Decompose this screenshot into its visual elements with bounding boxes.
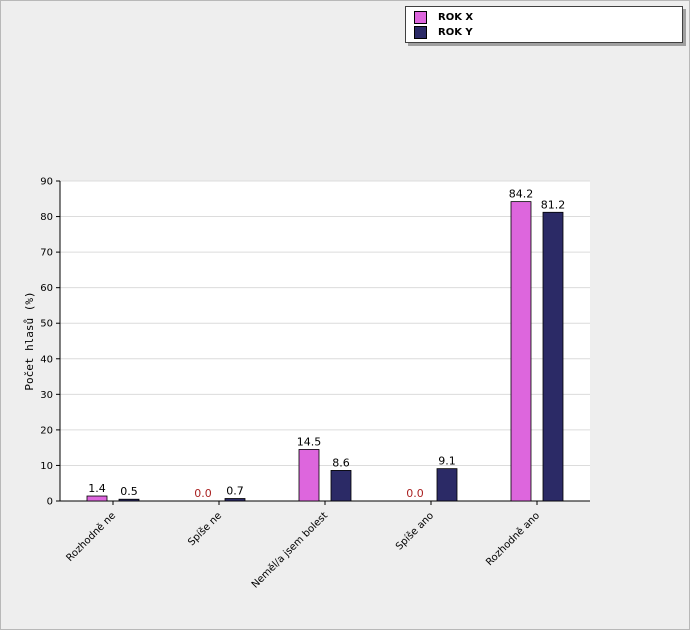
y-tick-label: 40 xyxy=(40,354,53,365)
data-label-rok-x-nemel-a-jsem-bolest: 14.5 xyxy=(297,435,322,448)
y-tick-label: 60 xyxy=(40,283,53,294)
legend-swatch-rok-x xyxy=(414,10,427,24)
x-tick-label-spise-ano: Spíše ano xyxy=(393,510,436,553)
bar-rok-x-nemel-a-jsem-bolest xyxy=(298,449,320,502)
data-label-rok-y-rozhodne-ne: 0.5 xyxy=(120,485,138,498)
data-label-rok-x-rozhodne-ano: 84.2 xyxy=(509,188,534,201)
data-label-rok-x-rozhodne-ne: 1.4 xyxy=(88,482,106,495)
data-label-rok-x-spise-ano: 0.0 xyxy=(406,487,424,500)
legend-label-rok-y: ROK Y xyxy=(438,26,473,38)
y-tick-label: 50 xyxy=(40,319,53,330)
x-tick-label-nemel-a-jsem-bolest: Neměl/a jsem bolest xyxy=(249,510,330,591)
legend: ROK X ROK Y xyxy=(405,6,683,43)
x-tick-label-spise-ne: Spíše ne xyxy=(186,510,225,549)
x-tick-label-rozhodne-ne: Rozhodně ne xyxy=(64,510,118,564)
y-tick-label: 80 xyxy=(40,212,53,223)
y-tick-label: 90 xyxy=(40,177,53,188)
plot-area xyxy=(60,181,590,501)
legend-item-rok-x: ROK X xyxy=(414,10,473,24)
bar-rok-y-nemel-a-jsem-bolest xyxy=(330,470,352,502)
y-tick-label: 70 xyxy=(40,248,53,259)
y-axis-label: Počet hlasů (%) xyxy=(23,291,36,390)
bar-rok-x-rozhodne-ano xyxy=(510,201,532,502)
data-label-rok-y-spise-ne: 0.7 xyxy=(226,485,244,498)
bar-rok-y-rozhodne-ne xyxy=(118,498,140,502)
bar-rok-y-spise-ano xyxy=(436,468,458,502)
data-label-rok-y-spise-ano: 9.1 xyxy=(438,455,456,468)
x-tick-label-rozhodne-ano: Rozhodně ano xyxy=(483,510,542,569)
bar-rok-y-spise-ne xyxy=(224,498,246,502)
y-tick-label: 10 xyxy=(40,461,53,472)
data-label-rok-y-nemel-a-jsem-bolest: 8.6 xyxy=(332,456,350,469)
data-label-rok-y-rozhodne-ano: 81.2 xyxy=(541,198,566,211)
legend-item-rok-y: ROK Y xyxy=(414,25,473,39)
y-tick-label: 30 xyxy=(40,390,53,401)
legend-label-rok-x: ROK X xyxy=(438,11,474,23)
y-tick-label: 20 xyxy=(40,425,53,436)
bar-rok-y-rozhodne-ano xyxy=(542,211,564,502)
legend-swatch-rok-y xyxy=(414,25,427,39)
data-label-rok-x-spise-ne: 0.0 xyxy=(194,487,212,500)
y-tick-label: 0 xyxy=(47,497,53,508)
bar-rok-x-rozhodne-ne xyxy=(86,495,108,502)
